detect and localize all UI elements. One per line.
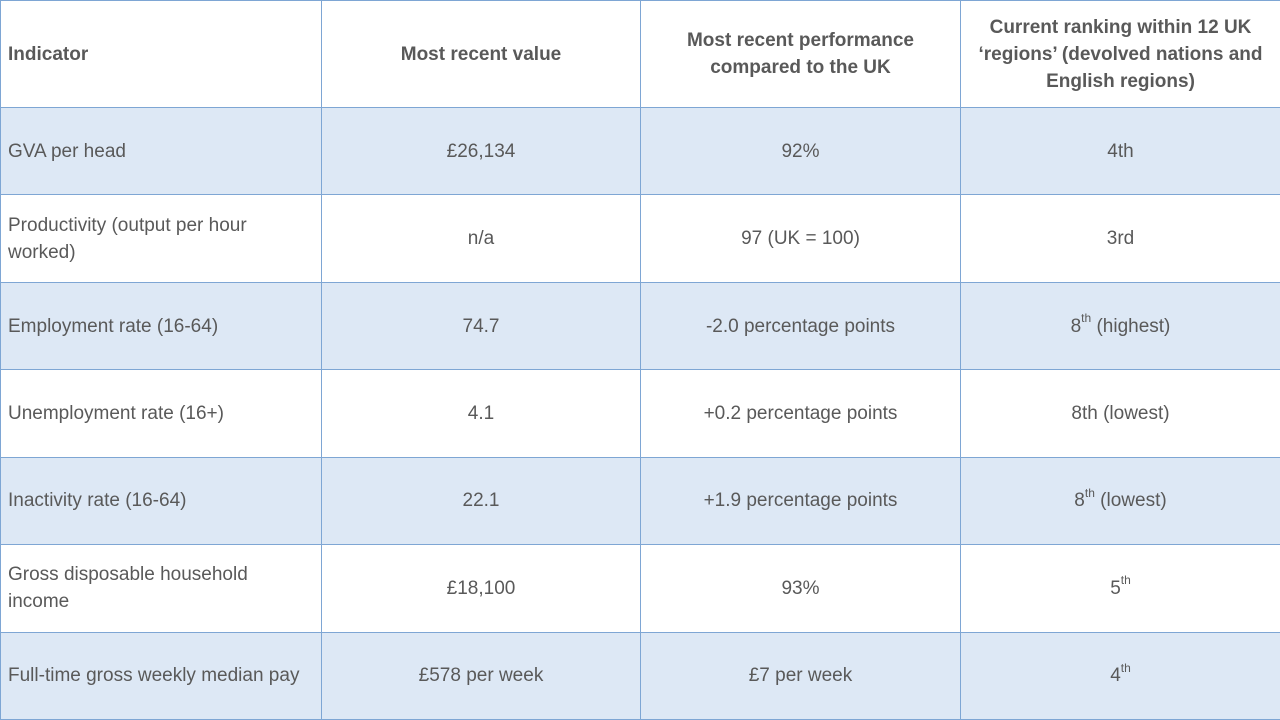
table-row: Gross disposable household income £18,10…: [0, 544, 1280, 633]
value-cell: 22.1: [321, 456, 641, 546]
rank-text: 8th (lowest): [1071, 402, 1170, 424]
value-cell: £26,134: [321, 106, 641, 196]
rank-text: 3rd: [1106, 228, 1135, 250]
table-row: Productivity (output per hour worked) n/…: [0, 194, 1280, 283]
rank-cell: 5th: [960, 544, 1280, 633]
performance-cell: 92%: [640, 106, 961, 196]
value-cell: 74.7: [321, 281, 641, 371]
table-row: Inactivity rate (16-64) 22.1 +1.9 percen…: [0, 456, 1280, 546]
rank-superscript: th: [1120, 573, 1131, 588]
rank-text: 4: [1110, 665, 1121, 687]
header-indicator: Indicator: [0, 0, 322, 108]
rank-text: 4th: [1107, 140, 1134, 162]
rank-text: 5: [1110, 577, 1121, 599]
rank-suffix: (highest): [1091, 315, 1171, 337]
rank-superscript: th: [1084, 486, 1095, 501]
table-row: Full-time gross weekly median pay £578 p…: [0, 631, 1280, 720]
rank-cell: 4th: [960, 106, 1280, 196]
indicator-cell: Productivity (output per hour worked): [0, 194, 322, 283]
rank-text: 8: [1074, 490, 1085, 512]
performance-cell: +0.2 percentage points: [640, 369, 961, 458]
indicator-cell: Gross disposable household income: [0, 544, 322, 633]
indicator-cell: Inactivity rate (16-64): [0, 456, 322, 546]
performance-cell: 97 (UK = 100): [640, 194, 961, 283]
indicator-cell: Employment rate (16-64): [0, 281, 322, 371]
performance-cell: +1.9 percentage points: [640, 456, 961, 546]
rank-cell: 8th (lowest): [960, 369, 1280, 458]
header-ranking: Current ranking within 12 UK ‘regions’ (…: [960, 0, 1280, 108]
header-performance-vs-uk: Most recent performance compared to the …: [640, 0, 961, 108]
indicator-cell: Full-time gross weekly median pay: [0, 631, 322, 720]
table-row: Unemployment rate (16+) 4.1 +0.2 percent…: [0, 369, 1280, 458]
rank-cell: 3rd: [960, 194, 1280, 283]
value-cell: £578 per week: [321, 631, 641, 720]
rank-cell: 8th (highest): [960, 281, 1280, 371]
value-cell: 4.1: [321, 369, 641, 458]
table-row: GVA per head £26,134 92% 4th: [0, 106, 1280, 196]
header-row: Indicator Most recent value Most recent …: [0, 0, 1280, 108]
table-row: Employment rate (16-64) 74.7 -2.0 percen…: [0, 281, 1280, 371]
performance-cell: 93%: [640, 544, 961, 633]
performance-cell: £7 per week: [640, 631, 961, 720]
rank-text: 8: [1070, 315, 1082, 337]
value-cell: £18,100: [321, 544, 641, 633]
indicator-cell: GVA per head: [0, 106, 322, 196]
rank-cell: 8th (lowest): [960, 456, 1280, 546]
rank-superscript: th: [1120, 660, 1131, 675]
header-most-recent-value: Most recent value: [321, 0, 641, 108]
performance-cell: -2.0 percentage points: [640, 281, 961, 371]
indicator-cell: Unemployment rate (16+): [0, 369, 322, 458]
rank-cell: 4th: [960, 631, 1280, 720]
value-cell: n/a: [321, 194, 641, 283]
rank-superscript: th: [1081, 311, 1092, 326]
rank-suffix: (lowest): [1094, 490, 1167, 512]
